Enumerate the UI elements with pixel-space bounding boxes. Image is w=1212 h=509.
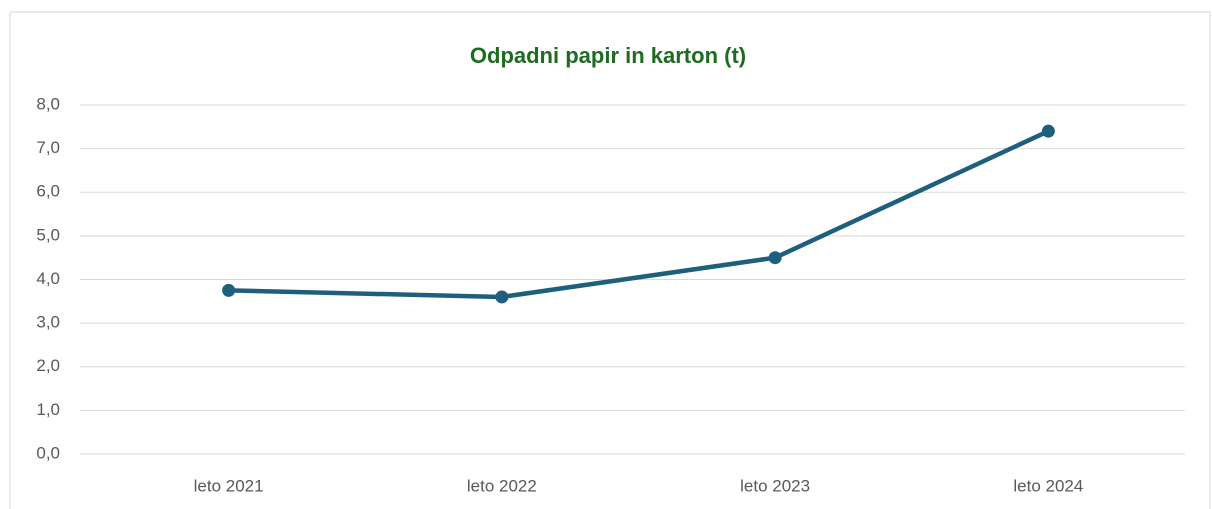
x-tick-label: leto 2024: [1013, 476, 1083, 495]
y-tick-label: 8,0: [36, 94, 60, 113]
data-point: [222, 283, 236, 297]
x-tick-label: leto 2022: [467, 476, 537, 495]
y-tick-label: 6,0: [36, 182, 60, 201]
y-tick-label: 7,0: [36, 138, 60, 157]
y-tick-label: 2,0: [36, 356, 60, 375]
chart-title: Odpadni papir in karton (t): [470, 43, 746, 68]
data-point: [1041, 124, 1055, 138]
y-tick-label: 0,0: [36, 443, 60, 462]
data-point: [768, 251, 782, 265]
x-tick-label: leto 2021: [194, 476, 264, 495]
data-line: [228, 129, 1050, 300]
y-tick-label: 5,0: [36, 225, 60, 244]
chart-frame: [9, 11, 1211, 509]
y-tick-label: 3,0: [36, 313, 60, 332]
y-tick-label: 4,0: [36, 269, 60, 288]
y-tick-label: 1,0: [36, 400, 60, 419]
x-tick-label: leto 2023: [740, 476, 810, 495]
data-point: [495, 290, 509, 304]
